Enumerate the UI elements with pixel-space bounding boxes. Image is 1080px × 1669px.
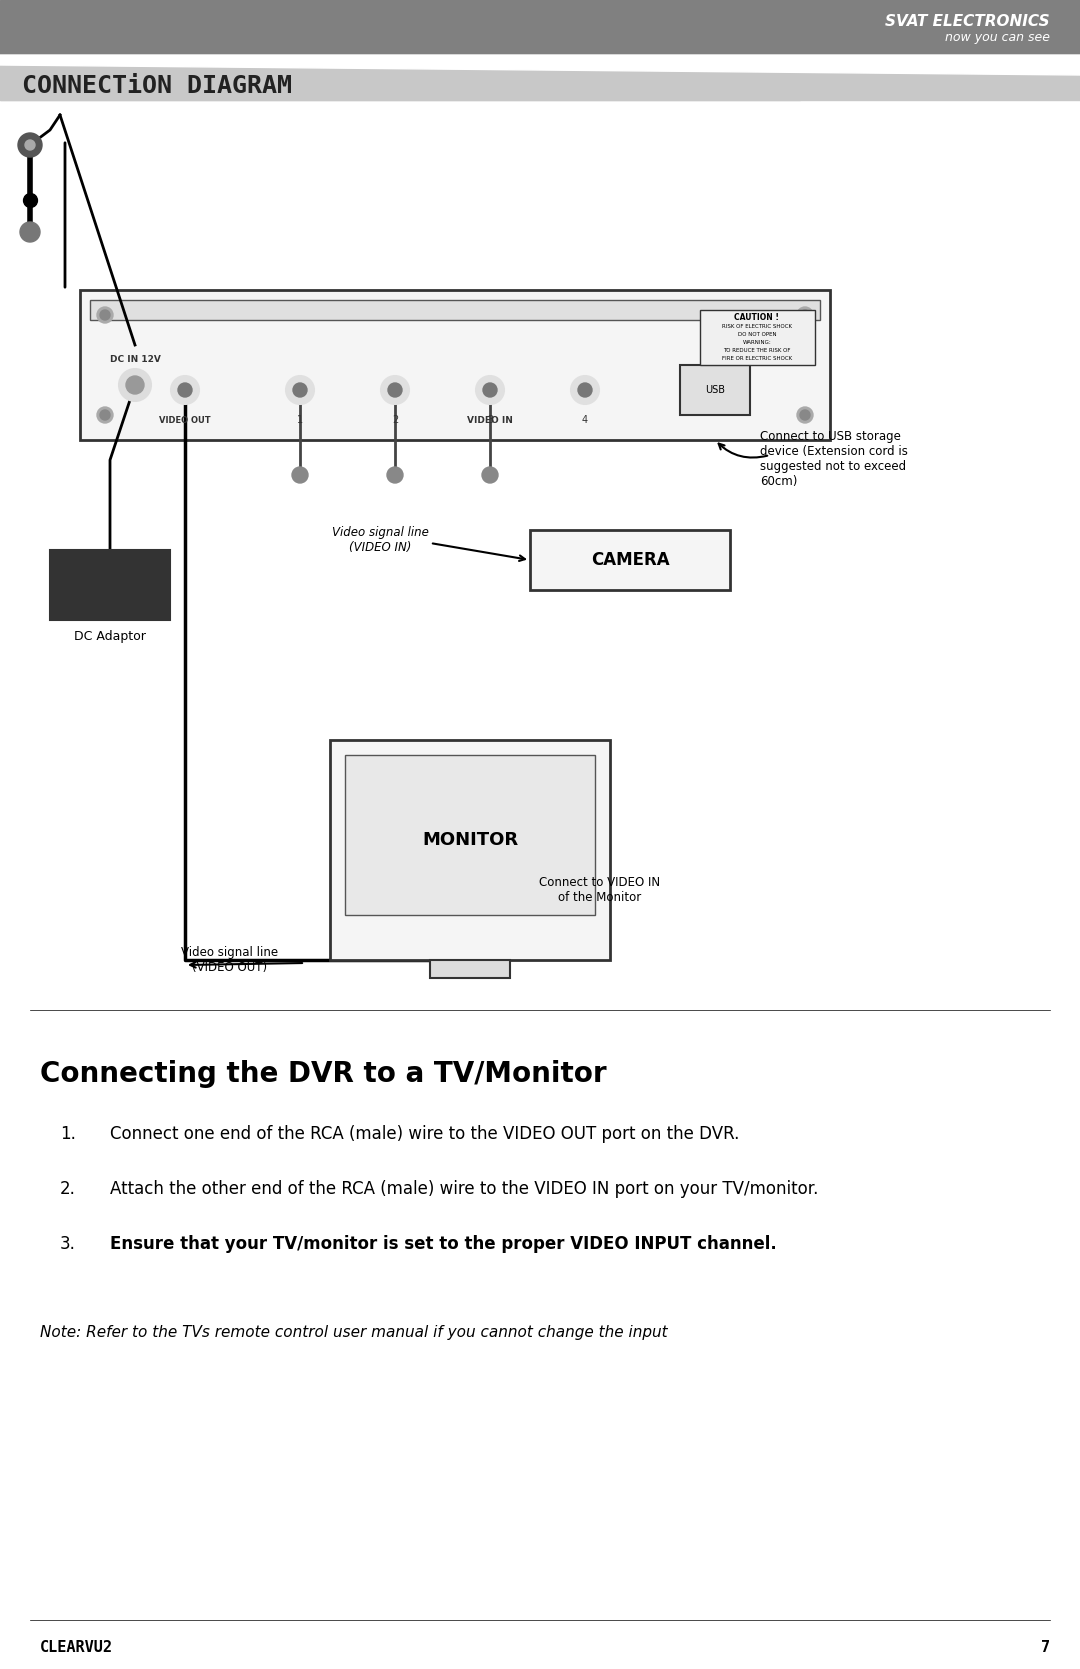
Polygon shape xyxy=(0,55,1080,75)
Text: FIRE OR ELECTRIC SHOCK: FIRE OR ELECTRIC SHOCK xyxy=(721,355,792,361)
Text: RISK OF ELECTRIC SHOCK: RISK OF ELECTRIC SHOCK xyxy=(723,324,792,329)
Text: 2: 2 xyxy=(392,416,399,426)
Text: Video signal line
(VIDEO OUT): Video signal line (VIDEO OUT) xyxy=(181,946,279,975)
Text: Ensure that your TV/monitor is set to the proper VIDEO INPUT channel.: Ensure that your TV/monitor is set to th… xyxy=(110,1235,777,1253)
Text: 1.: 1. xyxy=(60,1125,76,1143)
Circle shape xyxy=(100,310,110,320)
Circle shape xyxy=(388,382,402,397)
Circle shape xyxy=(483,382,497,397)
Text: CAUTION !: CAUTION ! xyxy=(734,314,780,322)
Bar xyxy=(90,300,820,320)
Circle shape xyxy=(381,376,409,404)
Circle shape xyxy=(797,307,813,324)
Circle shape xyxy=(578,382,592,397)
Text: Connect to VIDEO IN
of the Monitor: Connect to VIDEO IN of the Monitor xyxy=(539,876,661,905)
Text: Video signal line
(VIDEO IN): Video signal line (VIDEO IN) xyxy=(332,526,429,554)
Bar xyxy=(0,62,800,100)
Text: MONITOR: MONITOR xyxy=(422,831,518,850)
Bar xyxy=(0,62,1080,100)
Text: 1: 1 xyxy=(297,416,303,426)
Circle shape xyxy=(293,382,307,397)
Text: Connect one end of the RCA (male) wire to the VIDEO OUT port on the DVR.: Connect one end of the RCA (male) wire t… xyxy=(110,1125,740,1143)
Text: Attach the other end of the RCA (male) wire to the VIDEO IN port on your TV/moni: Attach the other end of the RCA (male) w… xyxy=(110,1180,819,1198)
Bar xyxy=(50,551,170,619)
Bar xyxy=(30,110,1050,960)
Bar xyxy=(330,739,610,960)
Bar xyxy=(530,531,730,591)
Text: CLEARVU2: CLEARVU2 xyxy=(40,1641,113,1656)
Text: DO NOT OPEN: DO NOT OPEN xyxy=(738,332,777,337)
Circle shape xyxy=(800,411,810,421)
Bar xyxy=(700,310,815,366)
Bar xyxy=(80,290,831,441)
Circle shape xyxy=(482,467,498,482)
Circle shape xyxy=(387,467,403,482)
Circle shape xyxy=(178,382,192,397)
Text: now you can see: now you can see xyxy=(945,32,1050,45)
Text: DC Adaptor: DC Adaptor xyxy=(75,629,146,643)
Circle shape xyxy=(171,376,199,404)
Circle shape xyxy=(119,369,151,401)
Circle shape xyxy=(126,376,144,394)
Text: Connecting the DVR to a TV/Monitor: Connecting the DVR to a TV/Monitor xyxy=(40,1060,607,1088)
Text: Note: Refer to the TVs remote control user manual if you cannot change the input: Note: Refer to the TVs remote control us… xyxy=(40,1325,667,1340)
Text: DC IN 12V: DC IN 12V xyxy=(109,355,161,364)
Text: CONNECTiON DIAGRAM: CONNECTiON DIAGRAM xyxy=(22,73,292,98)
Bar xyxy=(680,366,750,416)
Text: Connect to USB storage
device (Extension cord is
suggested not to exceed
60cm): Connect to USB storage device (Extension… xyxy=(760,431,908,487)
Circle shape xyxy=(571,376,599,404)
Bar xyxy=(345,754,595,915)
Circle shape xyxy=(100,411,110,421)
Text: 7: 7 xyxy=(1041,1641,1050,1656)
Text: SVAT ELECTRONICS: SVAT ELECTRONICS xyxy=(886,15,1050,30)
Circle shape xyxy=(18,134,42,157)
Circle shape xyxy=(800,310,810,320)
Text: VIDEO OUT: VIDEO OUT xyxy=(159,416,211,424)
Text: 2.: 2. xyxy=(60,1180,76,1198)
Text: WARNING:: WARNING: xyxy=(743,339,771,344)
Circle shape xyxy=(286,376,314,404)
Bar xyxy=(430,960,510,978)
Text: USB: USB xyxy=(705,386,725,396)
Circle shape xyxy=(97,307,113,324)
Text: 4: 4 xyxy=(582,416,589,426)
Circle shape xyxy=(292,467,308,482)
Text: CAMERA: CAMERA xyxy=(591,551,670,569)
Circle shape xyxy=(97,407,113,422)
Text: 3.: 3. xyxy=(60,1235,76,1253)
Circle shape xyxy=(25,140,35,150)
Circle shape xyxy=(797,407,813,422)
Bar xyxy=(0,0,1080,55)
Circle shape xyxy=(21,222,40,242)
Text: 3: 3 xyxy=(487,416,494,426)
Text: TO REDUCE THE RISK OF: TO REDUCE THE RISK OF xyxy=(724,347,791,352)
Text: VIDEO IN: VIDEO IN xyxy=(467,416,513,424)
Circle shape xyxy=(476,376,504,404)
